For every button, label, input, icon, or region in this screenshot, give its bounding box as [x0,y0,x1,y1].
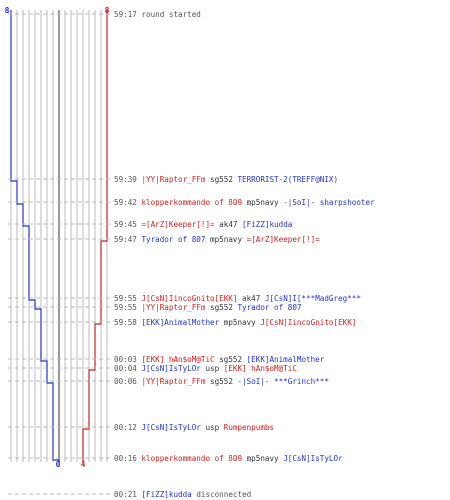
event-time: 00:06 [114,377,137,386]
event-killer: [EKK]AnimalMother [141,318,219,327]
event-weapon: usp [205,423,219,432]
event-time: 59:55 [114,294,137,303]
event-log: 59:17 round started 59:39 |YY|Raptor_FFm … [114,10,375,499]
event-killer: [EKK] hAn$oM@TiC [141,355,214,364]
event-victim: [EKK] hAn$oM@TiC [224,364,297,373]
event-time: 00:03 [114,355,137,364]
event-victim: [FiZZ]kudda [242,220,292,229]
event-victim: =[ArZ]Keeper[!]= [247,235,321,244]
event-weapon: sg552 [210,377,233,386]
event-time: 00:04 [114,364,137,373]
event-weapon: ak47 [219,220,237,229]
event-killer: |YY|Raptor_FFm [141,175,205,184]
event-weapon: ak47 [242,294,260,303]
event-time: 59:42 [114,198,137,207]
event-row: 00:21 [FiZZ]kudda disconnected [114,490,251,499]
event-message: disconnected [196,490,251,499]
event-player: [FiZZ]kudda [141,490,191,499]
right-start-count: 8 [105,6,110,15]
event-killer: |YY|Raptor_FFm [141,377,205,386]
event-killer: Tyrador of 807 [141,235,205,244]
event-dash-lines [8,13,110,495]
event-time: 00:16 [114,454,137,463]
event-weapon: mp5navy [210,235,242,244]
event-victim: Tyrador of 807 [237,303,301,312]
event-victim: J[CsN]I[***MadGreg*** [265,294,361,303]
event-victim: -|SoI|- ***Grinch*** [237,377,328,386]
event-row: 59:42 klopperkommando of 809 mp5navy -|S… [114,198,375,207]
event-row: 59:39 |YY|Raptor_FFm sg552 TERRORIST-2(T… [114,175,338,184]
event-row: 59:45 =[ArZ]Keeper[!]= ak47 [FiZZ]kudda [114,220,292,229]
event-weapon: usp [205,364,219,373]
event-killer: =[ArZ]Keeper[!]= [141,220,215,229]
event-killer: J[CsN]IsTyLOr [141,364,201,373]
event-row: 59:55 J[CsN]IincoGnito[EKK] ak47 J[CsN]I… [114,294,361,303]
event-time: 59:39 [114,175,137,184]
event-time: 59:55 [114,303,137,312]
event-time: 59:17 [114,10,137,19]
left-end-count: 0 [56,460,61,469]
event-row: 59:47 Tyrador of 807 mp5navy =[ArZ]Keepe… [114,235,320,244]
event-victim: J[CsN]IsTyLOr [283,454,343,463]
blue-team-alive-line [10,10,60,462]
event-weapon: sg552 [210,303,233,312]
event-victim: -|SoI|- sharpshooter [283,198,375,207]
event-row: 59:55 |YY|Raptor_FFm sg552 Tyrador of 80… [114,303,301,312]
event-time: 00:21 [114,490,137,499]
event-message: round started [141,10,200,19]
event-victim: [EKK]AnimalMother [247,355,325,364]
event-killer: J[CsN]IsTyLOr [141,423,201,432]
event-killer: |YY|Raptor_FFm [141,303,205,312]
event-victim: J[CsN]IincoGnito[EKK] [260,318,356,327]
event-weapon: mp5navy [247,454,279,463]
right-end-count: 4 [81,460,86,469]
event-killer: klopperkommando of 809 [141,198,242,207]
event-row: 00:12 J[CsN]IsTyLOr usp Rumpenpumbs [114,423,274,432]
event-time: 59:47 [114,235,137,244]
event-row: 59:17 round started [114,10,201,19]
event-killer: J[CsN]IincoGnito[EKK] [141,294,237,303]
event-row: 00:03 [EKK] hAn$oM@TiC sg552 [EKK]Animal… [114,355,325,364]
event-time: 59:45 [114,220,137,229]
event-row: 59:58 [EKK]AnimalMother mp5navy J[CsN]Ii… [114,318,356,327]
event-time: 00:12 [114,423,137,432]
event-row: 00:16 klopperkommando of 809 mp5navy J[C… [114,454,343,463]
event-weapon: sg552 [219,355,242,364]
event-time: 59:58 [114,318,137,327]
red-team-alive-line [82,10,108,462]
left-start-count: 8 [5,6,10,15]
event-victim: TERRORIST-2(TREFF@NIX) [237,175,338,184]
event-weapon: sg552 [210,175,233,184]
event-row: 00:04 J[CsN]IsTyLOr usp [EKK] hAn$oM@TiC [114,364,297,373]
event-weapon: mp5navy [247,198,279,207]
event-killer: klopperkommando of 809 [141,454,242,463]
event-row: 00:06 |YY|Raptor_FFm sg552 -|SoI|- ***Gr… [114,377,329,386]
event-victim: Rumpenpumbs [224,423,274,432]
event-weapon: mp5navy [224,318,256,327]
